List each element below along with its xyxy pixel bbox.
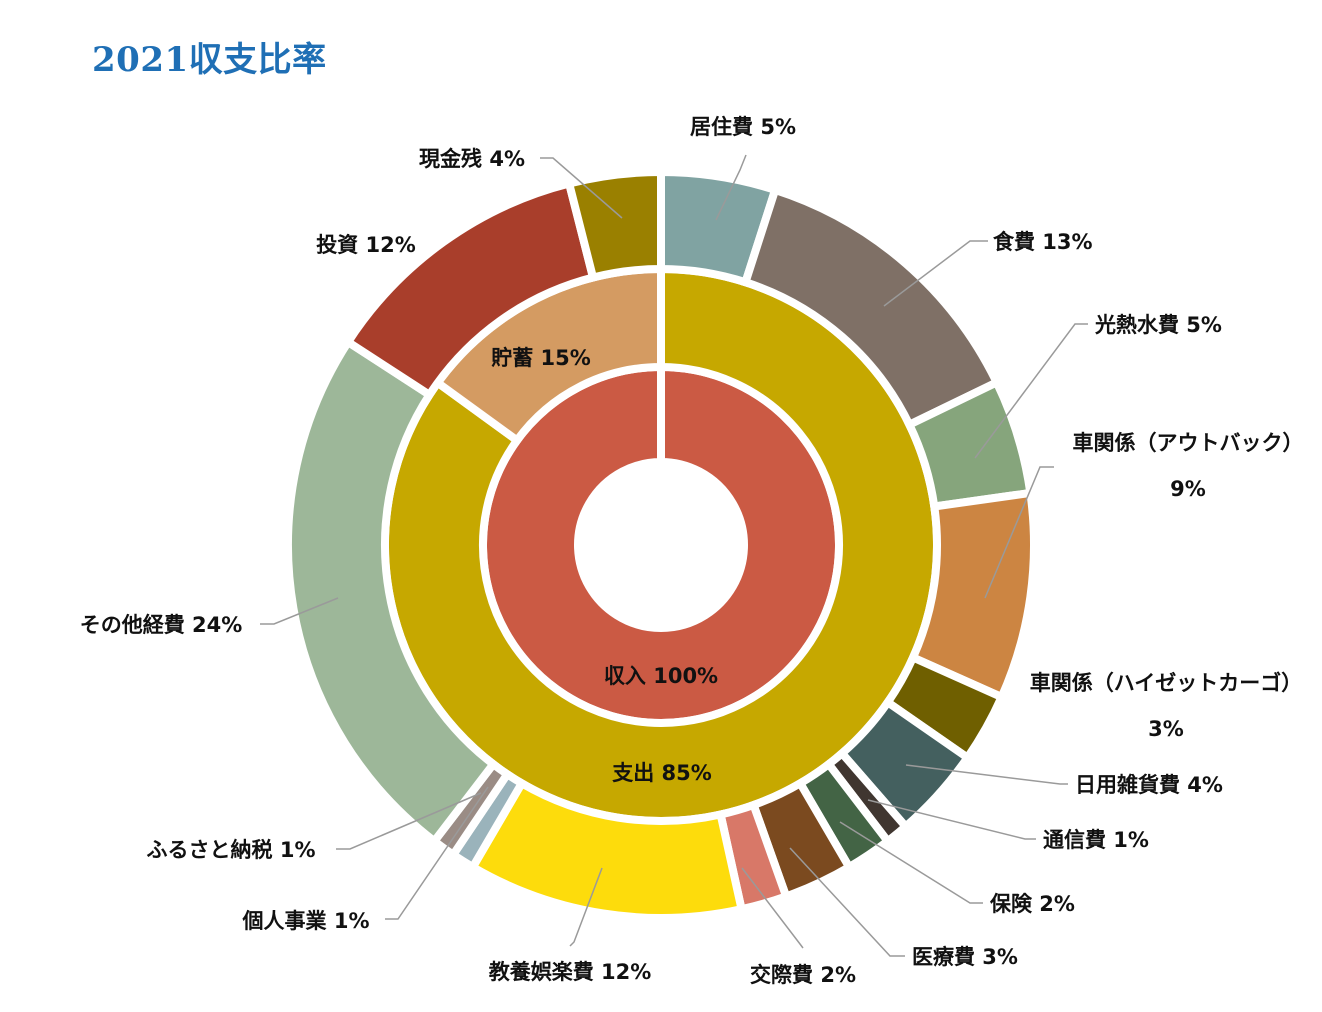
data-label-医療費: 医療費 3% <box>912 945 1018 969</box>
chart-title: 2021収支比率 <box>92 40 327 80</box>
leader-line-個人事業 <box>385 786 489 920</box>
leader-line-その他経費 <box>260 597 339 625</box>
data-label-保険: 保険 2% <box>989 892 1075 916</box>
leader-line-日用雑貨費 <box>905 764 1068 785</box>
leader-line-居住費 <box>715 154 747 221</box>
data-label-ふるさと納税: ふるさと納税 1% <box>147 838 316 862</box>
slice-ring2-その他経費 <box>284 336 499 847</box>
data-label-貯蓄: 貯蓄 15% <box>491 346 591 370</box>
data-label-車関係-アウトバック-: 車関係（アウトバック） <box>1073 431 1304 455</box>
data-label-その他経費: その他経費 24% <box>80 613 243 637</box>
data-label-現金残: 現金残 4% <box>419 147 525 171</box>
data-label-車関係-ハイゼットカーゴ-: 車関係（ハイゼットカーゴ） <box>1030 671 1303 695</box>
leader-line-保険 <box>839 821 983 904</box>
data-label-車関係-ハイゼットカーゴ--line2: 3% <box>1148 717 1184 741</box>
data-label-通信費: 通信費 1% <box>1043 828 1149 852</box>
data-label-食費: 食費 13% <box>993 230 1093 254</box>
data-label-教養娯楽費: 教養娯楽費 12% <box>489 960 652 984</box>
data-label-光熱水費: 光熱水費 5% <box>1094 313 1222 337</box>
data-label-居住費: 居住費 5% <box>690 115 796 139</box>
leader-line-医療費 <box>789 847 905 957</box>
data-label-車関係-アウトバック--line2: 9% <box>1170 477 1206 501</box>
leader-line-通信費 <box>867 799 1036 840</box>
data-label-支出: 支出 85% <box>612 761 712 785</box>
leader-line-交際費 <box>741 867 804 949</box>
data-label-交際費: 交際費 2% <box>750 963 856 987</box>
leader-line-ふるさと納税 <box>336 792 482 850</box>
leader-line-教養娯楽費 <box>569 867 603 947</box>
data-label-投資: 投資 12% <box>316 233 416 257</box>
data-label-個人事業: 個人事業 1% <box>242 909 370 933</box>
leader-line-光熱水費 <box>974 323 1088 459</box>
slices-layer <box>284 167 1038 922</box>
leader-line-現金残 <box>540 157 623 219</box>
leader-lines-layer <box>260 154 1088 957</box>
data-label-収入: 収入 100% <box>604 664 718 688</box>
labels-layer: 収入 100% 支出 85% 貯蓄 15% 居住費 5% 食費 13% 光熱水費 5% 車関… <box>80 115 1304 987</box>
leader-line-車関係-アウトバック- <box>984 466 1054 599</box>
leader-line-食費 <box>883 240 988 307</box>
data-label-日用雑貨費: 日用雑貨費 4% <box>1075 773 1223 797</box>
slice-ring2-現金残 <box>564 167 665 283</box>
